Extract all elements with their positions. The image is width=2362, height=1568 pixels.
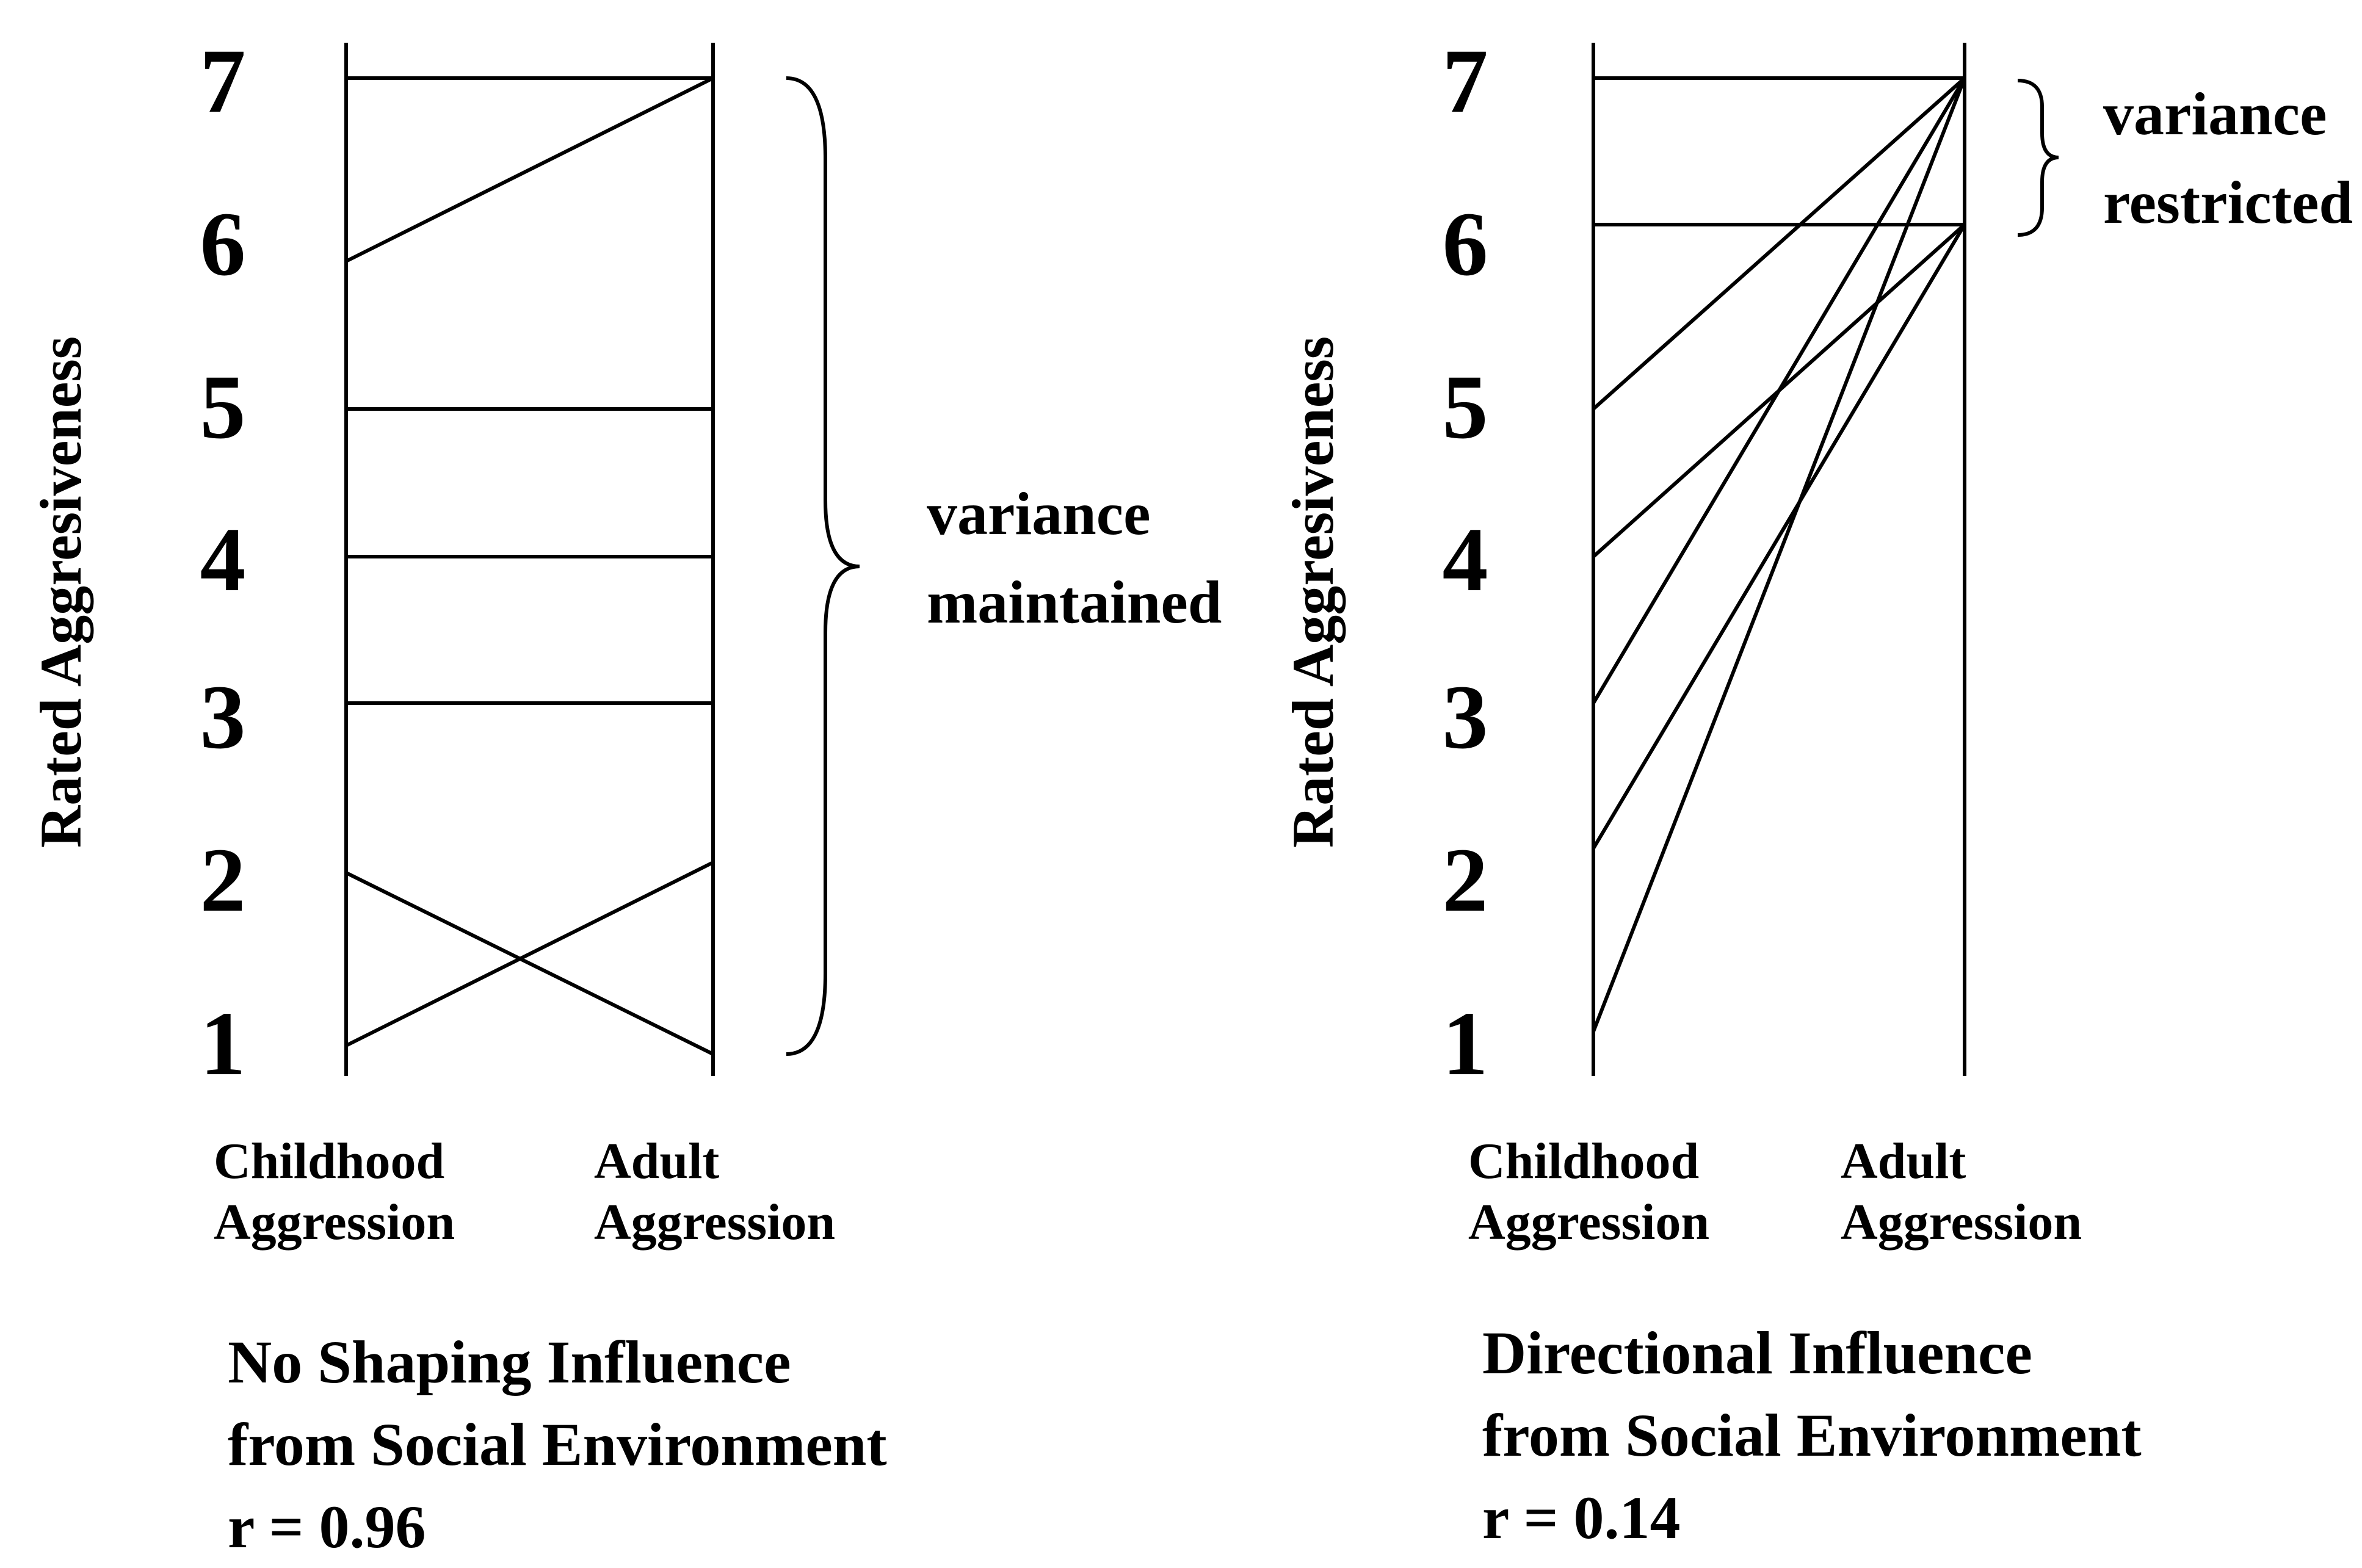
left-tick-6: 6 bbox=[200, 193, 246, 295]
right-connection-lines bbox=[1592, 76, 1966, 1033]
right-childhood-label-line1: Childhood bbox=[1468, 1133, 1699, 1190]
left-adult-label-line2: Aggression bbox=[594, 1194, 835, 1251]
left-tick-2: 2 bbox=[200, 829, 246, 931]
right-variance-note-line2: restricted bbox=[2103, 168, 2353, 236]
left-connection-6-to-7 bbox=[345, 76, 714, 263]
right-tick-1: 1 bbox=[1443, 993, 1488, 1094]
right-adult-label-line2: Aggression bbox=[1841, 1194, 2082, 1251]
left-connection-2-to-1 bbox=[345, 871, 714, 1056]
left-connection-1-to-2 bbox=[345, 861, 714, 1047]
left-caption-line1: No Shaping Influence bbox=[228, 1328, 791, 1396]
left-tick-1: 1 bbox=[200, 993, 246, 1094]
right-variance-note-line1: variance bbox=[2103, 80, 2327, 148]
left-variance-note-line1: variance bbox=[927, 480, 1151, 547]
right-childhood-label-line2: Aggression bbox=[1468, 1194, 1709, 1251]
right-adult-label-line1: Adult bbox=[1841, 1133, 1966, 1190]
right-connection-3-to-7 bbox=[1592, 77, 1966, 704]
left-childhood-label-line2: Aggression bbox=[214, 1194, 455, 1251]
left-panel: Rated Aggresiveness 7 6 5 4 3 2 1 varian… bbox=[28, 31, 1222, 1561]
right-tick-4: 4 bbox=[1443, 509, 1488, 610]
left-tick-4: 4 bbox=[200, 509, 246, 610]
right-caption-line2: from Social Environment bbox=[1482, 1401, 2142, 1469]
left-childhood-label-line1: Childhood bbox=[214, 1133, 444, 1190]
right-connection-1-to-7 bbox=[1592, 77, 1966, 1033]
right-caption-line1: Directional Influence bbox=[1482, 1319, 2032, 1387]
right-tick-6: 6 bbox=[1443, 193, 1488, 295]
left-variance-brace bbox=[786, 76, 860, 1056]
left-tick-7: 7 bbox=[200, 31, 246, 132]
left-connection-lines bbox=[345, 76, 714, 1056]
right-tick-2: 2 bbox=[1443, 829, 1488, 931]
left-caption-correlation: r = 0.96 bbox=[228, 1493, 426, 1561]
right-connection-5-to-7 bbox=[1592, 76, 1966, 411]
left-adult-label-line1: Adult bbox=[594, 1133, 719, 1190]
right-panel: Rated Aggresiveness 7 6 5 4 3 2 1 varian… bbox=[1280, 31, 2353, 1552]
left-caption-line2: from Social Environment bbox=[228, 1411, 887, 1478]
left-variance-note-line2: maintained bbox=[927, 568, 1222, 636]
right-caption-correlation: r = 0.14 bbox=[1482, 1484, 1681, 1552]
right-tick-5: 5 bbox=[1443, 356, 1488, 458]
right-tick-7: 7 bbox=[1443, 31, 1488, 132]
left-tick-3: 3 bbox=[200, 667, 246, 768]
right-y-axis-label: Rated Aggresiveness bbox=[1280, 336, 1346, 848]
left-y-axis-label: Rated Aggresiveness bbox=[28, 336, 93, 848]
right-tick-3: 3 bbox=[1443, 667, 1488, 768]
right-connection-2-to-6 bbox=[1592, 223, 1966, 850]
right-variance-brace bbox=[2017, 79, 2059, 237]
left-tick-5: 5 bbox=[200, 356, 246, 458]
